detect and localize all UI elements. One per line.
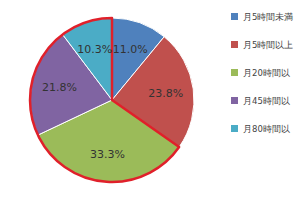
legend-label: 月5時間以上 [243,40,293,50]
page: {"chart_data": {"type": "pie", "categori… [0,0,300,200]
data-label: 23.8% [148,87,183,100]
data-label: 21.8% [42,81,77,94]
legend-label: 月45時間以 [243,96,290,106]
data-labels: 11.0% 23.8% 33.3% 21.8% 10.3% [42,43,183,161]
legend-swatch [231,69,238,76]
pie-slice [30,35,112,136]
legend-swatch [231,125,238,132]
slices [30,18,194,182]
legend-label: 月80時間以 [243,124,290,134]
legend-swatch [231,41,238,48]
legend-label: 月20時間以 [243,68,290,78]
legend-label: 月5時間未満 [243,12,293,22]
data-label: 33.3% [90,148,125,161]
data-label: 11.0% [113,43,148,56]
data-label: 10.3% [77,43,112,56]
chart: 11.0% 23.8% 33.3% 21.8% 10.3% 月5時間未満月5時間以上月20… [0,0,300,200]
legend-swatch [231,97,238,104]
legend-swatch [231,13,238,20]
highlight-outline [30,18,179,182]
legend: 月5時間未満月5時間以上月20時間以月45時間以月80時間以 [231,12,293,134]
